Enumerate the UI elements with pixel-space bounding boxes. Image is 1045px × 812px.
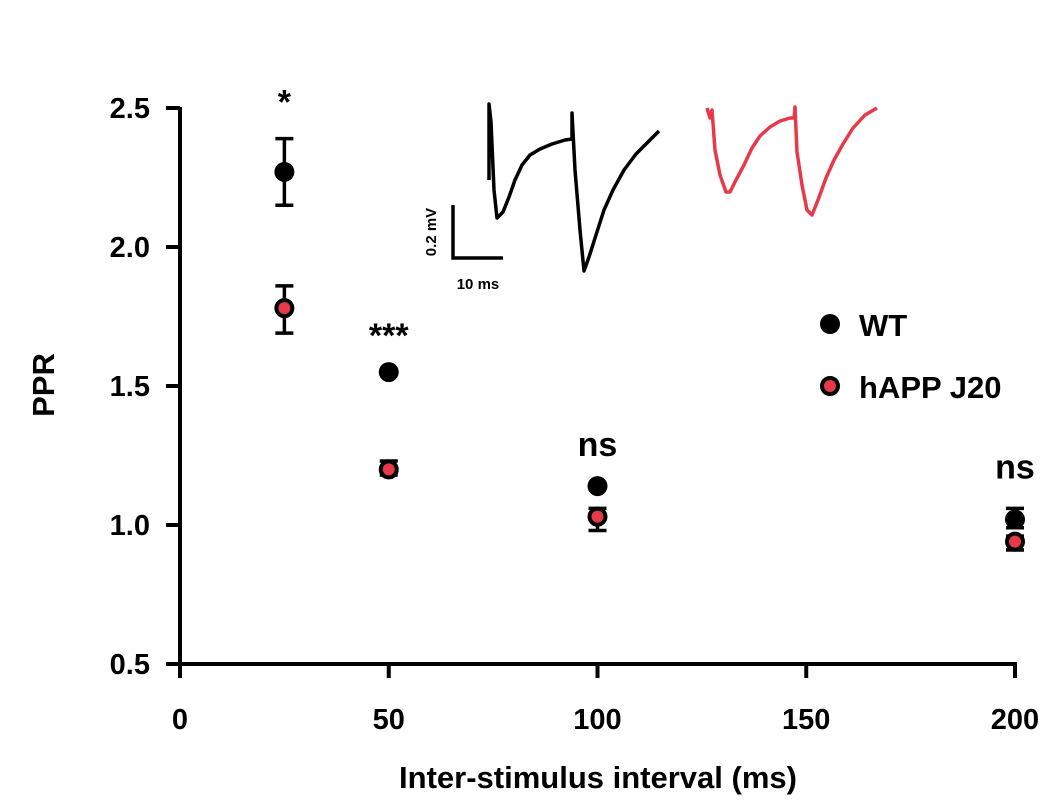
scale-bar-voltage-label: 0.2 mV xyxy=(423,208,440,256)
legend-label-happ-j20: hAPP J20 xyxy=(859,370,1001,405)
legend: WT hAPP J20 xyxy=(820,308,1001,405)
y-tick-label: 1.0 xyxy=(110,510,150,542)
point-happ-j20 xyxy=(378,459,399,480)
x-tick-label: 200 xyxy=(991,704,1039,736)
y-ticks: 0.5 1.0 1.5 2.0 2.5 xyxy=(110,93,180,681)
x-axis-title: Inter-stimulus interval (ms) xyxy=(399,760,797,795)
y-axis-title: PPR xyxy=(26,353,61,417)
x-tick-label: 150 xyxy=(782,704,830,736)
point-wt xyxy=(587,476,608,497)
y-tick-label: 2.0 xyxy=(110,232,150,264)
significance-label: ns xyxy=(995,448,1035,486)
point-happ-j20 xyxy=(587,506,608,527)
legend-marker-happ-j20 xyxy=(820,376,840,396)
significance-label: *** xyxy=(369,317,409,355)
y-tick-label: 1.5 xyxy=(110,371,150,403)
wt-trace xyxy=(487,102,661,273)
point-wt xyxy=(378,362,399,383)
point-wt xyxy=(274,161,295,182)
legend-label-wt: WT xyxy=(859,308,907,343)
y-tick-label: 0.5 xyxy=(110,649,150,681)
significance-label: * xyxy=(278,84,292,122)
x-tick-label: 100 xyxy=(573,704,621,736)
point-wt xyxy=(1005,509,1025,530)
scale-bar-time-label: 10 ms xyxy=(457,276,500,293)
scale-bar xyxy=(451,205,503,260)
happ-j20-trace xyxy=(705,105,878,217)
x-tick-label: 0 xyxy=(172,704,188,736)
y-tick-label: 2.5 xyxy=(110,93,150,125)
inset-traces: 0.2 mV 10 ms xyxy=(423,102,878,293)
significance-label: ns xyxy=(578,426,618,464)
data-markers xyxy=(274,161,1025,552)
x-tick-label: 50 xyxy=(373,704,405,736)
point-happ-j20 xyxy=(274,298,295,319)
point-happ-j20 xyxy=(1005,531,1025,552)
x-ticks: 0 50 100 150 200 xyxy=(172,664,1039,736)
legend-marker-wt xyxy=(820,314,840,334)
